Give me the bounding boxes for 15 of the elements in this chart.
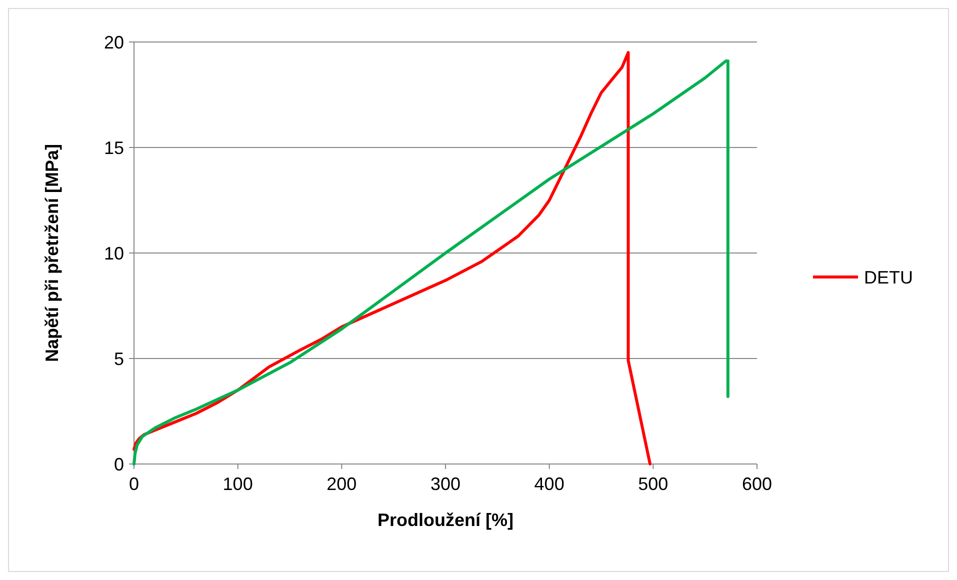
x-tick-label: 0 <box>128 474 140 494</box>
x-tick-label: 400 <box>534 474 564 494</box>
x-tick-label: 600 <box>742 474 772 494</box>
y-tick-label: 15 <box>104 138 124 158</box>
legend-label: DETU <box>864 267 913 288</box>
y-axis-title: Napětí při přetržení [MPa] <box>42 144 62 362</box>
y-tick-label: 10 <box>104 243 124 264</box>
x-tick-label: 500 <box>638 474 668 494</box>
x-axis-title: Prodloužení [%] <box>378 510 514 530</box>
y-tick-label: 20 <box>104 32 124 52</box>
x-tick-label: 300 <box>430 474 461 494</box>
y-tick-label: 0 <box>114 454 124 474</box>
y-tick-label: 5 <box>114 348 124 369</box>
x-tick-label: 200 <box>326 474 357 494</box>
x-tick-label: 100 <box>222 474 253 494</box>
